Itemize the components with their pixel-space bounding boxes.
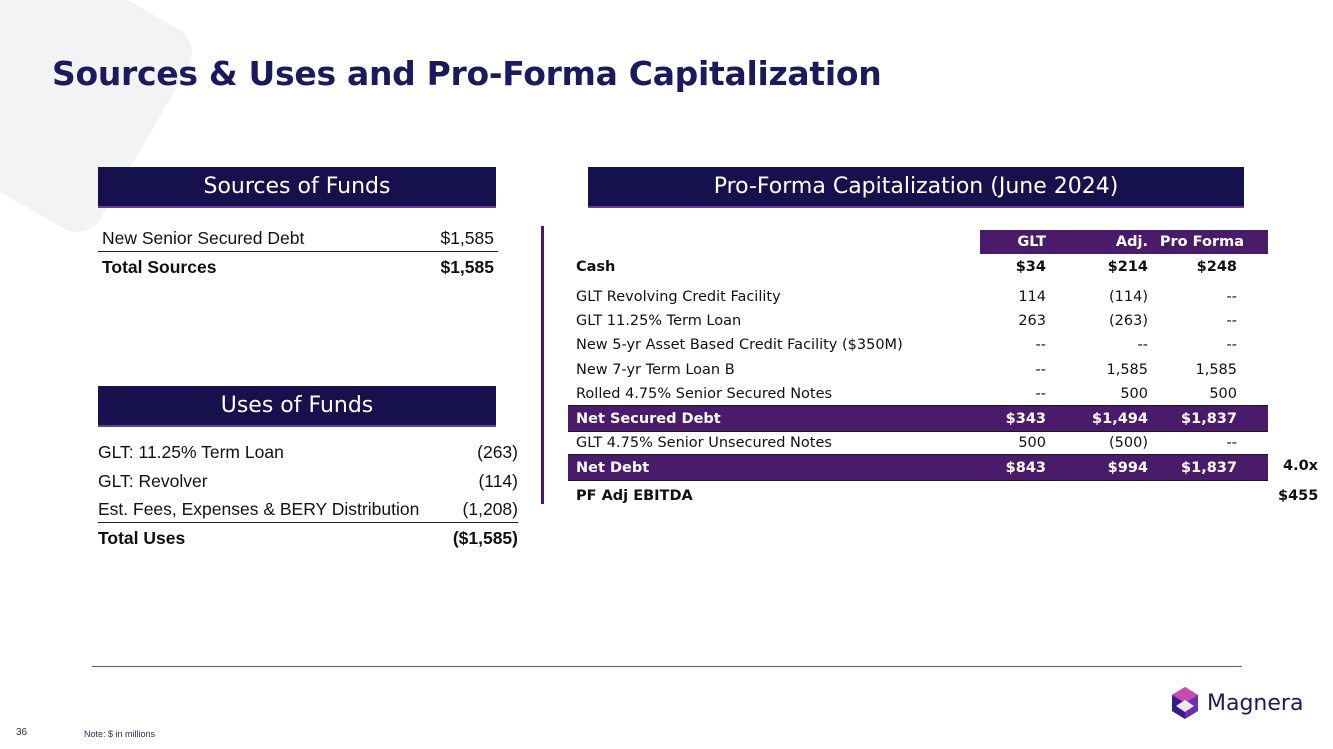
uses-row-value: (114) [478,471,518,491]
cap-row: New 7-yr Term Loan B -- 1,585 1,585 [568,358,1268,382]
page-title: Sources & Uses and Pro-Forma Capitalizat… [52,54,882,93]
cap-row-label: Cash [576,259,616,275]
cap-header-label: Pro-Forma Capitalization (June 2024) [713,174,1119,199]
cap-row-label: New 5-yr Asset Based Credit Facility ($3… [576,337,903,353]
col-header-adj: Adj. [1115,234,1148,250]
sources-row: New Senior Secured Debt $1,585 [98,226,498,252]
cap-value-glt: $843 [1005,459,1046,476]
cap-value-glt: -- [1035,362,1046,378]
cap-value-pf: $1,837 [1181,410,1237,427]
cap-value-adj: (500) [1109,435,1148,451]
cap-value-pf: -- [1226,289,1237,305]
cap-value-adj: $994 [1107,459,1148,476]
uses-row: Est. Fees, Expenses & BERY Distribution … [98,497,518,523]
cap-row-label: GLT 4.75% Senior Unsecured Notes [576,435,832,451]
uses-row: GLT: Revolver (114) [98,468,518,495]
cap-row-label: PF Adj EBITDA [576,488,693,504]
uses-row: GLT: 11.25% Term Loan (263) [98,439,518,466]
page-number: 36 [16,727,28,738]
sources-total-label: Total Sources [102,256,217,277]
cap-value-pf: -- [1226,435,1237,451]
cap-header: Pro-Forma Capitalization (June 2024) [588,167,1244,208]
cap-column-headers: GLT Adj. Pro Forma [568,230,1268,254]
cap-value-glt: 114 [1018,289,1046,305]
cap-row-net-secured-debt: Net Secured Debt $343 $1,494 $1,837 [568,405,1268,432]
cap-row-net-debt: Net Debt $843 $994 $1,837 [568,454,1268,481]
cap-value-adj: -- [1137,337,1148,353]
uses-header: Uses of Funds [98,386,496,427]
cap-value-glt: $343 [1005,410,1046,427]
cap-value-glt: 500 [1018,435,1046,451]
cap-row-label: Net Secured Debt [576,410,721,427]
cap-row: GLT 11.25% Term Loan 263 (263) -- [568,309,1268,333]
magnera-logo-wordmark: Magnera [1207,690,1304,716]
sources-header: Sources of Funds [98,167,496,208]
uses-row-label: GLT: Revolver [98,471,208,491]
footer-divider [92,666,1242,667]
section-divider [541,226,544,504]
cap-value-pf: 1,585 [1195,362,1237,378]
cap-value-adj: 500 [1120,386,1148,402]
sources-row-label: New Senior Secured Debt [102,228,305,248]
cap-value-adj: (114) [1109,289,1148,305]
cap-column-header-bg [980,230,1268,254]
col-header-pro-forma: Pro Forma [1159,234,1244,250]
pf-adj-ebitda-value: $455 [1278,488,1319,504]
uses-header-label: Uses of Funds [220,393,374,418]
sources-total-row: Total Sources $1,585 [98,254,498,280]
cap-value-glt: -- [1035,337,1046,353]
cap-value-adj: $1,494 [1092,410,1148,427]
cap-value-pf: $1,837 [1181,459,1237,476]
cap-row-label: GLT 11.25% Term Loan [576,313,742,329]
cap-value-pf: 500 [1209,386,1237,402]
cap-value-adj: (263) [1109,313,1148,329]
cap-value-adj: 1,585 [1106,362,1148,378]
cap-row-cash: Cash $34 $214 $248 [568,255,1268,279]
sources-header-label: Sources of Funds [203,174,391,199]
net-debt-leverage: 4.0x [1283,458,1319,474]
cap-value-glt: -- [1035,386,1046,402]
cap-row: GLT Revolving Credit Facility 114 (114) … [568,285,1268,309]
uses-row-label: GLT: 11.25% Term Loan [98,442,284,462]
cap-value-pf: -- [1226,313,1237,329]
sources-total-value: $1,585 [440,256,494,277]
cap-row-label: Rolled 4.75% Senior Secured Notes [576,386,833,402]
uses-row-value: (263) [477,442,518,462]
cap-row: Rolled 4.75% Senior Secured Notes -- 500… [568,382,1268,406]
uses-row-label: Est. Fees, Expenses & BERY Distribution [98,499,420,519]
col-header-glt: GLT [1017,234,1046,250]
magnera-logo: Magnera [1170,686,1303,720]
cap-row-label: New 7-yr Term Loan B [576,362,735,378]
cap-value-glt: $34 [1015,259,1046,275]
cap-row-pf-adj-ebitda: PF Adj EBITDA [568,484,1268,508]
cap-value-pf: -- [1226,337,1237,353]
cap-value-glt: 263 [1018,313,1046,329]
cap-row: GLT 4.75% Senior Unsecured Notes 500 (50… [568,431,1268,455]
uses-total-value: ($1,585) [452,528,518,548]
cap-row-label: GLT Revolving Credit Facility [576,289,781,305]
footnote: Note: $ in millions [84,729,156,739]
uses-total-row: Total Uses ($1,585) [98,525,518,552]
cap-value-adj: $214 [1107,259,1148,275]
magnera-logo-icon [1172,687,1198,719]
uses-row-value: (1,208) [462,499,518,519]
cap-row-label: Net Debt [576,459,650,476]
cap-row: New 5-yr Asset Based Credit Facility ($3… [568,333,1268,357]
sources-row-value: $1,585 [440,228,494,248]
cap-value-pf: $248 [1196,259,1237,275]
uses-total-label: Total Uses [98,528,186,548]
